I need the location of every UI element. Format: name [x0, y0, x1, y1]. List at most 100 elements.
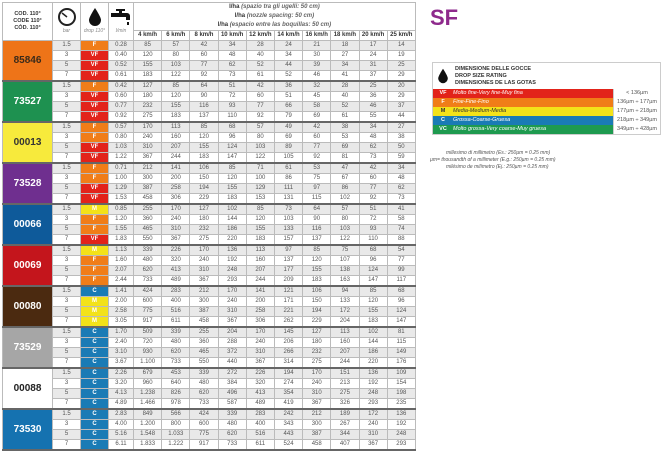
rate-cell: 620 — [189, 388, 219, 399]
rate-cell: 19 — [386, 50, 416, 61]
rate-cell: 150 — [189, 173, 219, 184]
rate-cell: 387 — [132, 183, 163, 194]
rate-cell: 68 — [358, 244, 388, 256]
rate-cell: 60 — [245, 91, 275, 102]
rate-cell: 147 — [386, 316, 416, 328]
rate-cell: 155 — [217, 183, 247, 194]
rate-cell: 77 — [386, 255, 416, 266]
rate-cell: 68 — [217, 121, 247, 133]
rate-cell: 826 — [161, 388, 191, 399]
rate-cell: 800 — [161, 419, 191, 430]
speed-header: 25 km/h — [386, 30, 416, 41]
pressure-cell: 3 — [52, 378, 81, 389]
pressure-cell: 3 — [52, 255, 81, 266]
rate-cell: 151 — [330, 367, 360, 379]
table-row: 5 VF 0.77 232 155 116 93 77 66 58 52 46 37 — [3, 101, 416, 112]
table-row: 00066 1.5 M 0.85 255 170 127 102 85 73 64 57 51 41 — [2, 203, 416, 246]
drop-size-badge: M — [80, 306, 109, 317]
legend-color-cell: M Media-Medium-Media — [433, 107, 613, 116]
table-row: 7 VF 1.83 550 367 275 220 183 157 137 122 110 88 — [2, 234, 416, 246]
pressure-cell: 3 — [52, 173, 81, 184]
rate-cell: 85 — [132, 40, 163, 51]
rate-cell: 566 — [161, 408, 191, 420]
rate-cell: 306 — [245, 316, 275, 328]
rate-cell: 424 — [132, 285, 163, 297]
rate-cell: 587 — [217, 398, 247, 410]
flow-cell: 0.71 — [108, 162, 134, 174]
rate-cell: 480 — [189, 378, 219, 389]
legend-color-cell: F Fine-Fine-Fino — [433, 98, 613, 107]
drop-size-badge: F — [80, 162, 109, 174]
flow-cell: 0.52 — [108, 60, 134, 71]
rate-cell: 66 — [273, 101, 304, 112]
rate-cell: 516 — [161, 306, 191, 317]
rate-cell: 85 — [245, 203, 275, 215]
rate-cell: 194 — [273, 367, 304, 379]
rate-cell: 102 — [330, 193, 360, 205]
rate-cell: 61 — [330, 111, 360, 123]
pressure-cell: 7 — [52, 398, 81, 410]
rate-cell: 679 — [132, 367, 163, 379]
rate-cell: 220 — [358, 357, 388, 369]
rate-cell: 149 — [386, 347, 416, 358]
rate-cell: 155 — [132, 60, 163, 71]
nozzle-code: 00066 — [2, 203, 53, 246]
rate-cell: 314 — [273, 357, 304, 369]
rate-cell: 102 — [217, 203, 247, 215]
rate-cell: 275 — [302, 357, 332, 369]
rate-cell: 240 — [358, 419, 388, 430]
table-row: 3 VF 0.40 120 80 60 48 40 34 30 27 24 19 — [3, 50, 416, 61]
table-row: 7 C 4.89 1.466 978 733 587 489 419 367 326 293 235 — [2, 398, 416, 410]
nozzle-application-rate-table: COD. 110° CODE 110° CÓD. 110° bar drop 1… — [2, 2, 416, 451]
nozzle-code: 73530 — [2, 408, 53, 451]
rate-cell: 458 — [132, 193, 163, 205]
flow-cell: 4.13 — [108, 388, 134, 399]
rate-cell: 443 — [273, 429, 304, 440]
rate-cell: 27 — [386, 121, 416, 133]
rate-cell: 212 — [189, 285, 219, 297]
application-rate-title: l/ha (spazio tra gli ugelli: 50 cm) l/ha… — [133, 2, 416, 31]
table-row: 7 VF 1.22 367 244 183 147 122 105 92 81 73 59 — [2, 152, 416, 164]
flow-cell: 4.89 — [108, 398, 134, 410]
drop-size-badge: VF — [80, 70, 109, 82]
rate-cell: 44 — [273, 60, 304, 71]
drop-size-badge: M — [80, 316, 109, 328]
table-row: 73528 1.5 F 0.71 212 141 106 85 71 61 53 47 42 34 — [2, 162, 416, 205]
rate-cell: 262 — [273, 316, 304, 328]
rate-cell: 339 — [189, 367, 219, 379]
rate-cell: 69 — [302, 111, 332, 123]
rate-cell: 147 — [217, 152, 247, 164]
footnote-line-en: thousandth of a millimeter (E.g.: 250µm … — [441, 157, 556, 163]
rate-cell: 62 — [386, 183, 416, 194]
rate-cell: 339 — [132, 244, 163, 256]
rate-cell: 36 — [358, 91, 388, 102]
rate-cell: 122 — [330, 234, 360, 246]
rate-cell: 407 — [330, 439, 360, 451]
rate-cell: 48 — [217, 50, 247, 61]
rate-cell: 293 — [217, 275, 247, 287]
rate-cell: 194 — [189, 183, 219, 194]
pressure-cell: 7 — [52, 316, 81, 328]
rate-cell: 496 — [217, 388, 247, 399]
rate-cell: 105 — [273, 152, 304, 164]
nozzle-code: 73529 — [2, 326, 53, 369]
rate-cell: 419 — [273, 398, 304, 410]
rate-cell: 917 — [132, 316, 163, 328]
flow-cell: 0.61 — [108, 70, 134, 82]
rate-cell: 310 — [245, 347, 275, 358]
legend-label: Molto grossa-Very coarse-Muy gruesa — [453, 126, 547, 132]
title-line-es: l/ha (espacio entre las boquillas: 50 cm… — [217, 22, 332, 28]
drop-size-badge: C — [80, 285, 109, 297]
rate-cell: 141 — [161, 162, 191, 174]
rate-cell: 52 — [273, 70, 304, 82]
code-label-es: CÓD. 110° — [14, 25, 41, 31]
rate-cell: 186 — [358, 347, 388, 358]
rate-cell: 115 — [386, 337, 416, 348]
pressure-cell: 3 — [52, 419, 81, 430]
rate-cell: 29 — [386, 91, 416, 102]
legend-row: VF Molto fine-Very fine-Muy fina < 136µm — [433, 89, 660, 98]
rate-cell: 192 — [386, 419, 416, 430]
rate-cell: 74 — [386, 224, 416, 235]
pressure-cell: 1.5 — [52, 367, 81, 379]
rate-cell: 115 — [302, 193, 332, 205]
